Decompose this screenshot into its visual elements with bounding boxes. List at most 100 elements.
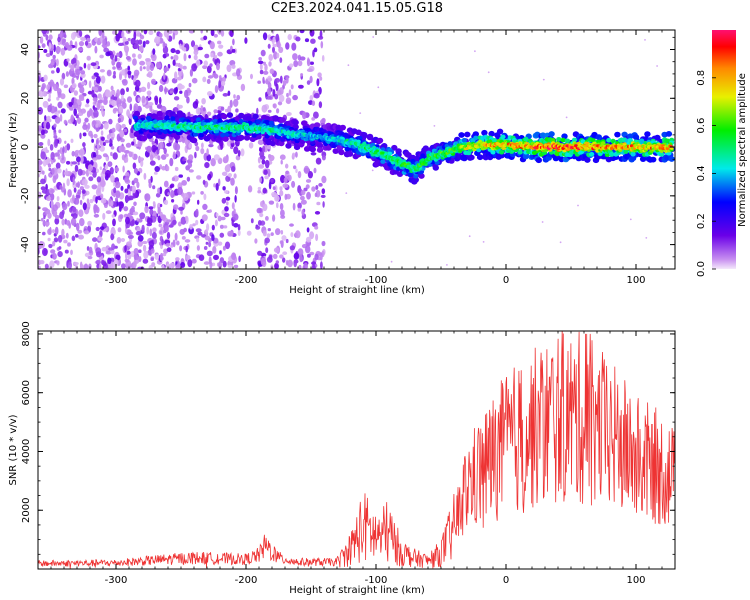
noise-speck [217,215,222,222]
noise-speck [196,175,202,180]
noise-speck [279,186,283,191]
noise-speck [119,130,125,138]
noise-speck [54,152,61,157]
noise-speck [186,96,190,104]
noise-speck [565,116,568,119]
noise-speck [161,154,167,160]
noise-speck [89,199,94,204]
noise-speck [128,151,133,158]
noise-speck [297,171,302,179]
ridge-mark [332,148,339,155]
noise-speck [223,225,228,229]
noise-speck [140,86,147,93]
noise-speck [63,239,68,244]
noise-speck [279,190,284,197]
noise-speck [232,213,239,221]
noise-speck [311,100,316,106]
noise-speck [237,229,241,236]
noise-speck [171,177,175,182]
noise-speck [292,202,296,211]
ridge-mark [668,156,675,162]
noise-speck [231,219,234,227]
noise-speck [132,211,139,216]
noise-speck [58,129,62,134]
noise-speck [113,70,116,76]
noise-speck [309,231,315,240]
noise-speck [261,104,268,113]
noise-speck [158,223,163,228]
noise-speck [256,107,259,115]
noise-speck [102,39,106,46]
noise-speck [115,197,118,202]
noise-speck [61,202,68,211]
noise-speck [142,244,147,252]
noise-speck [209,209,212,213]
noise-speck [216,62,220,71]
noise-speck [63,84,69,89]
noise-speck [101,30,105,39]
noise-speck [87,63,91,71]
noise-speck [110,200,114,207]
noise-speck [233,223,239,228]
noise-speck [292,94,298,101]
ridge-mark [609,151,615,157]
noise-speck [161,264,165,269]
noise-speck [66,160,71,165]
noise-speck [82,142,86,148]
noise-speck [133,31,137,40]
noise-speck [78,94,84,100]
ridge-mark [629,144,634,148]
noise-speck [71,83,77,89]
noise-speck [121,102,127,109]
noise-speck [286,92,289,98]
noise-speck [272,253,278,259]
noise-speck [64,249,69,254]
noise-speck [51,70,55,74]
noise-speck [298,84,304,89]
noise-speck [146,65,151,72]
noise-speck [200,191,204,195]
noise-speck [66,220,71,226]
noise-speck [124,194,130,203]
noise-speck [257,186,262,191]
noise-speck [256,207,262,214]
noise-speck [122,38,128,42]
noise-speck [48,243,53,249]
noise-speck [125,252,128,260]
noise-speck [190,40,196,48]
noise-speck [656,65,658,67]
noise-speck [173,204,179,211]
noise-speck [305,184,310,189]
noise-speck [133,103,139,111]
noise-speck [123,45,128,52]
noise-speck [125,55,131,61]
noise-speck [311,261,317,265]
noise-speck [40,151,46,160]
noise-speck [176,240,180,246]
noise-speck [195,59,201,67]
noise-speck [38,70,41,74]
noise-speck [133,201,137,207]
ridge-mark [468,154,475,161]
noise-speck [118,105,124,113]
noise-speck [100,105,105,110]
noise-speck [139,34,145,40]
noise-speck [299,255,303,263]
noise-speck [305,179,312,183]
noise-speck [185,245,188,253]
noise-speck [215,182,219,191]
noise-speck [227,264,233,269]
noise-speck [161,165,166,171]
ridge-mark [464,131,471,138]
noise-speck [147,71,153,78]
noise-speck [231,210,235,217]
noise-speck [94,45,98,54]
ridge-mark [564,138,571,144]
noise-speck [195,219,199,226]
noise-speck [285,259,289,266]
noise-speck [73,187,77,193]
noise-speck [250,218,254,224]
noise-speck [54,138,58,147]
noise-speck [277,40,281,49]
noise-speck [74,41,78,49]
